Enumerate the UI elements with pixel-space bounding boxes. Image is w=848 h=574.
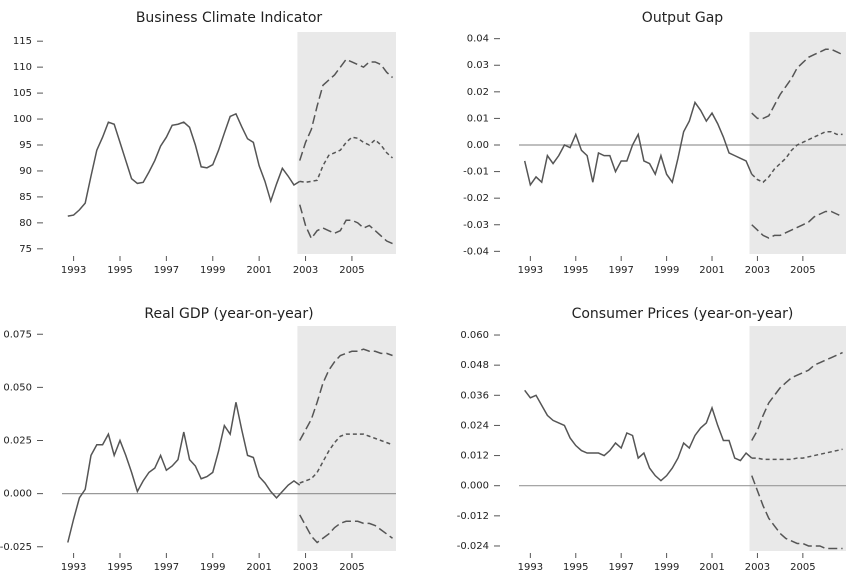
series-line [524, 389, 753, 482]
x-tick-label: 1995 [107, 562, 132, 573]
x-tick-label: 1993 [61, 562, 86, 573]
panel-title: Consumer Prices (year-on-year) [572, 306, 794, 322]
panel-title: Business Climate Indicator [136, 10, 323, 26]
y-tick-label: -0.03 [463, 220, 489, 231]
series-line [299, 136, 394, 184]
y-tick-label: 95 [19, 140, 32, 151]
series-line [299, 58, 394, 161]
y-tick-label: 0.01 [467, 113, 489, 124]
panel-title: Output Gap [642, 10, 724, 26]
x-tick-label: 1997 [608, 265, 633, 276]
series-line [299, 348, 393, 441]
x-tick-label: 2001 [246, 265, 271, 276]
series-line [523, 100, 753, 187]
series-line [67, 402, 301, 543]
series-line [751, 448, 843, 461]
y-tick-label: -0.025 [0, 542, 32, 553]
y-tick-label: 85 [19, 192, 32, 203]
x-tick-label: 2003 [293, 265, 318, 276]
y-tick-label: 0.03 [467, 60, 489, 71]
y-tick-label: -0.024 [457, 541, 489, 552]
x-tick-label: 2001 [699, 562, 724, 573]
y-tick-label: 0.00 [467, 140, 489, 151]
x-tick-label: 1995 [563, 562, 588, 573]
y-tick-label: -0.01 [463, 167, 489, 178]
x-tick-label: 1993 [518, 562, 543, 573]
y-tick-label: 0.04 [467, 34, 489, 45]
series-line [751, 210, 843, 239]
x-tick-label: 2001 [699, 265, 724, 276]
series-line [299, 514, 393, 544]
y-tick-label: -0.04 [463, 246, 489, 257]
x-tick-label: 1995 [563, 265, 588, 276]
x-tick-label: 1997 [608, 562, 633, 573]
series-line [751, 351, 843, 441]
x-tick-label: 2003 [293, 562, 318, 573]
y-tick-label: 80 [19, 218, 32, 229]
series-line [751, 130, 843, 184]
x-tick-label: 2003 [745, 265, 770, 276]
x-tick-label: 1999 [654, 562, 679, 573]
forecast-shade [297, 326, 396, 551]
x-tick-label: 1997 [154, 265, 179, 276]
x-tick-label: 2001 [246, 562, 271, 573]
y-tick-label: 0.048 [460, 360, 489, 371]
forecast-shade [749, 32, 846, 254]
x-tick-label: 1993 [61, 265, 86, 276]
y-tick-label: 0.036 [460, 390, 489, 401]
x-tick-label: 1999 [200, 562, 225, 573]
x-tick-label: 1997 [154, 562, 179, 573]
x-tick-label: 1993 [518, 265, 543, 276]
forecast-shade [749, 326, 846, 551]
y-tick-label: 105 [13, 88, 32, 99]
y-tick-label: 0.075 [3, 329, 32, 340]
panel-title: Real GDP (year-on-year) [144, 306, 313, 322]
y-tick-label: 0.000 [460, 481, 489, 492]
y-tick-label: 0.025 [3, 436, 32, 447]
series-line [299, 433, 393, 484]
y-tick-label: 110 [13, 62, 32, 73]
y-tick-label: 115 [13, 36, 32, 47]
series-line [67, 112, 301, 217]
x-tick-label: 2005 [790, 265, 815, 276]
x-tick-label: 2005 [339, 562, 364, 573]
series-line [751, 48, 843, 120]
y-tick-label: 0.024 [460, 420, 489, 431]
y-tick-label: -0.012 [457, 511, 489, 522]
y-tick-label: 0.000 [3, 489, 32, 500]
y-tick-label: 90 [19, 166, 32, 177]
series-line [751, 475, 843, 550]
y-tick-label: 0.012 [460, 451, 489, 462]
x-tick-label: 1999 [200, 265, 225, 276]
y-tick-label: 0.050 [3, 382, 32, 393]
series-line [299, 204, 393, 245]
y-tick-label: 0.02 [467, 87, 489, 98]
y-tick-label: 0.060 [460, 330, 489, 341]
x-tick-label: 2005 [339, 265, 364, 276]
y-tick-label: -0.02 [463, 193, 489, 204]
x-tick-label: 2005 [790, 562, 815, 573]
x-tick-label: 1999 [654, 265, 679, 276]
x-tick-label: 1995 [107, 265, 132, 276]
y-tick-label: 75 [19, 244, 32, 255]
x-tick-label: 2003 [745, 562, 770, 573]
y-tick-label: 100 [13, 114, 32, 125]
